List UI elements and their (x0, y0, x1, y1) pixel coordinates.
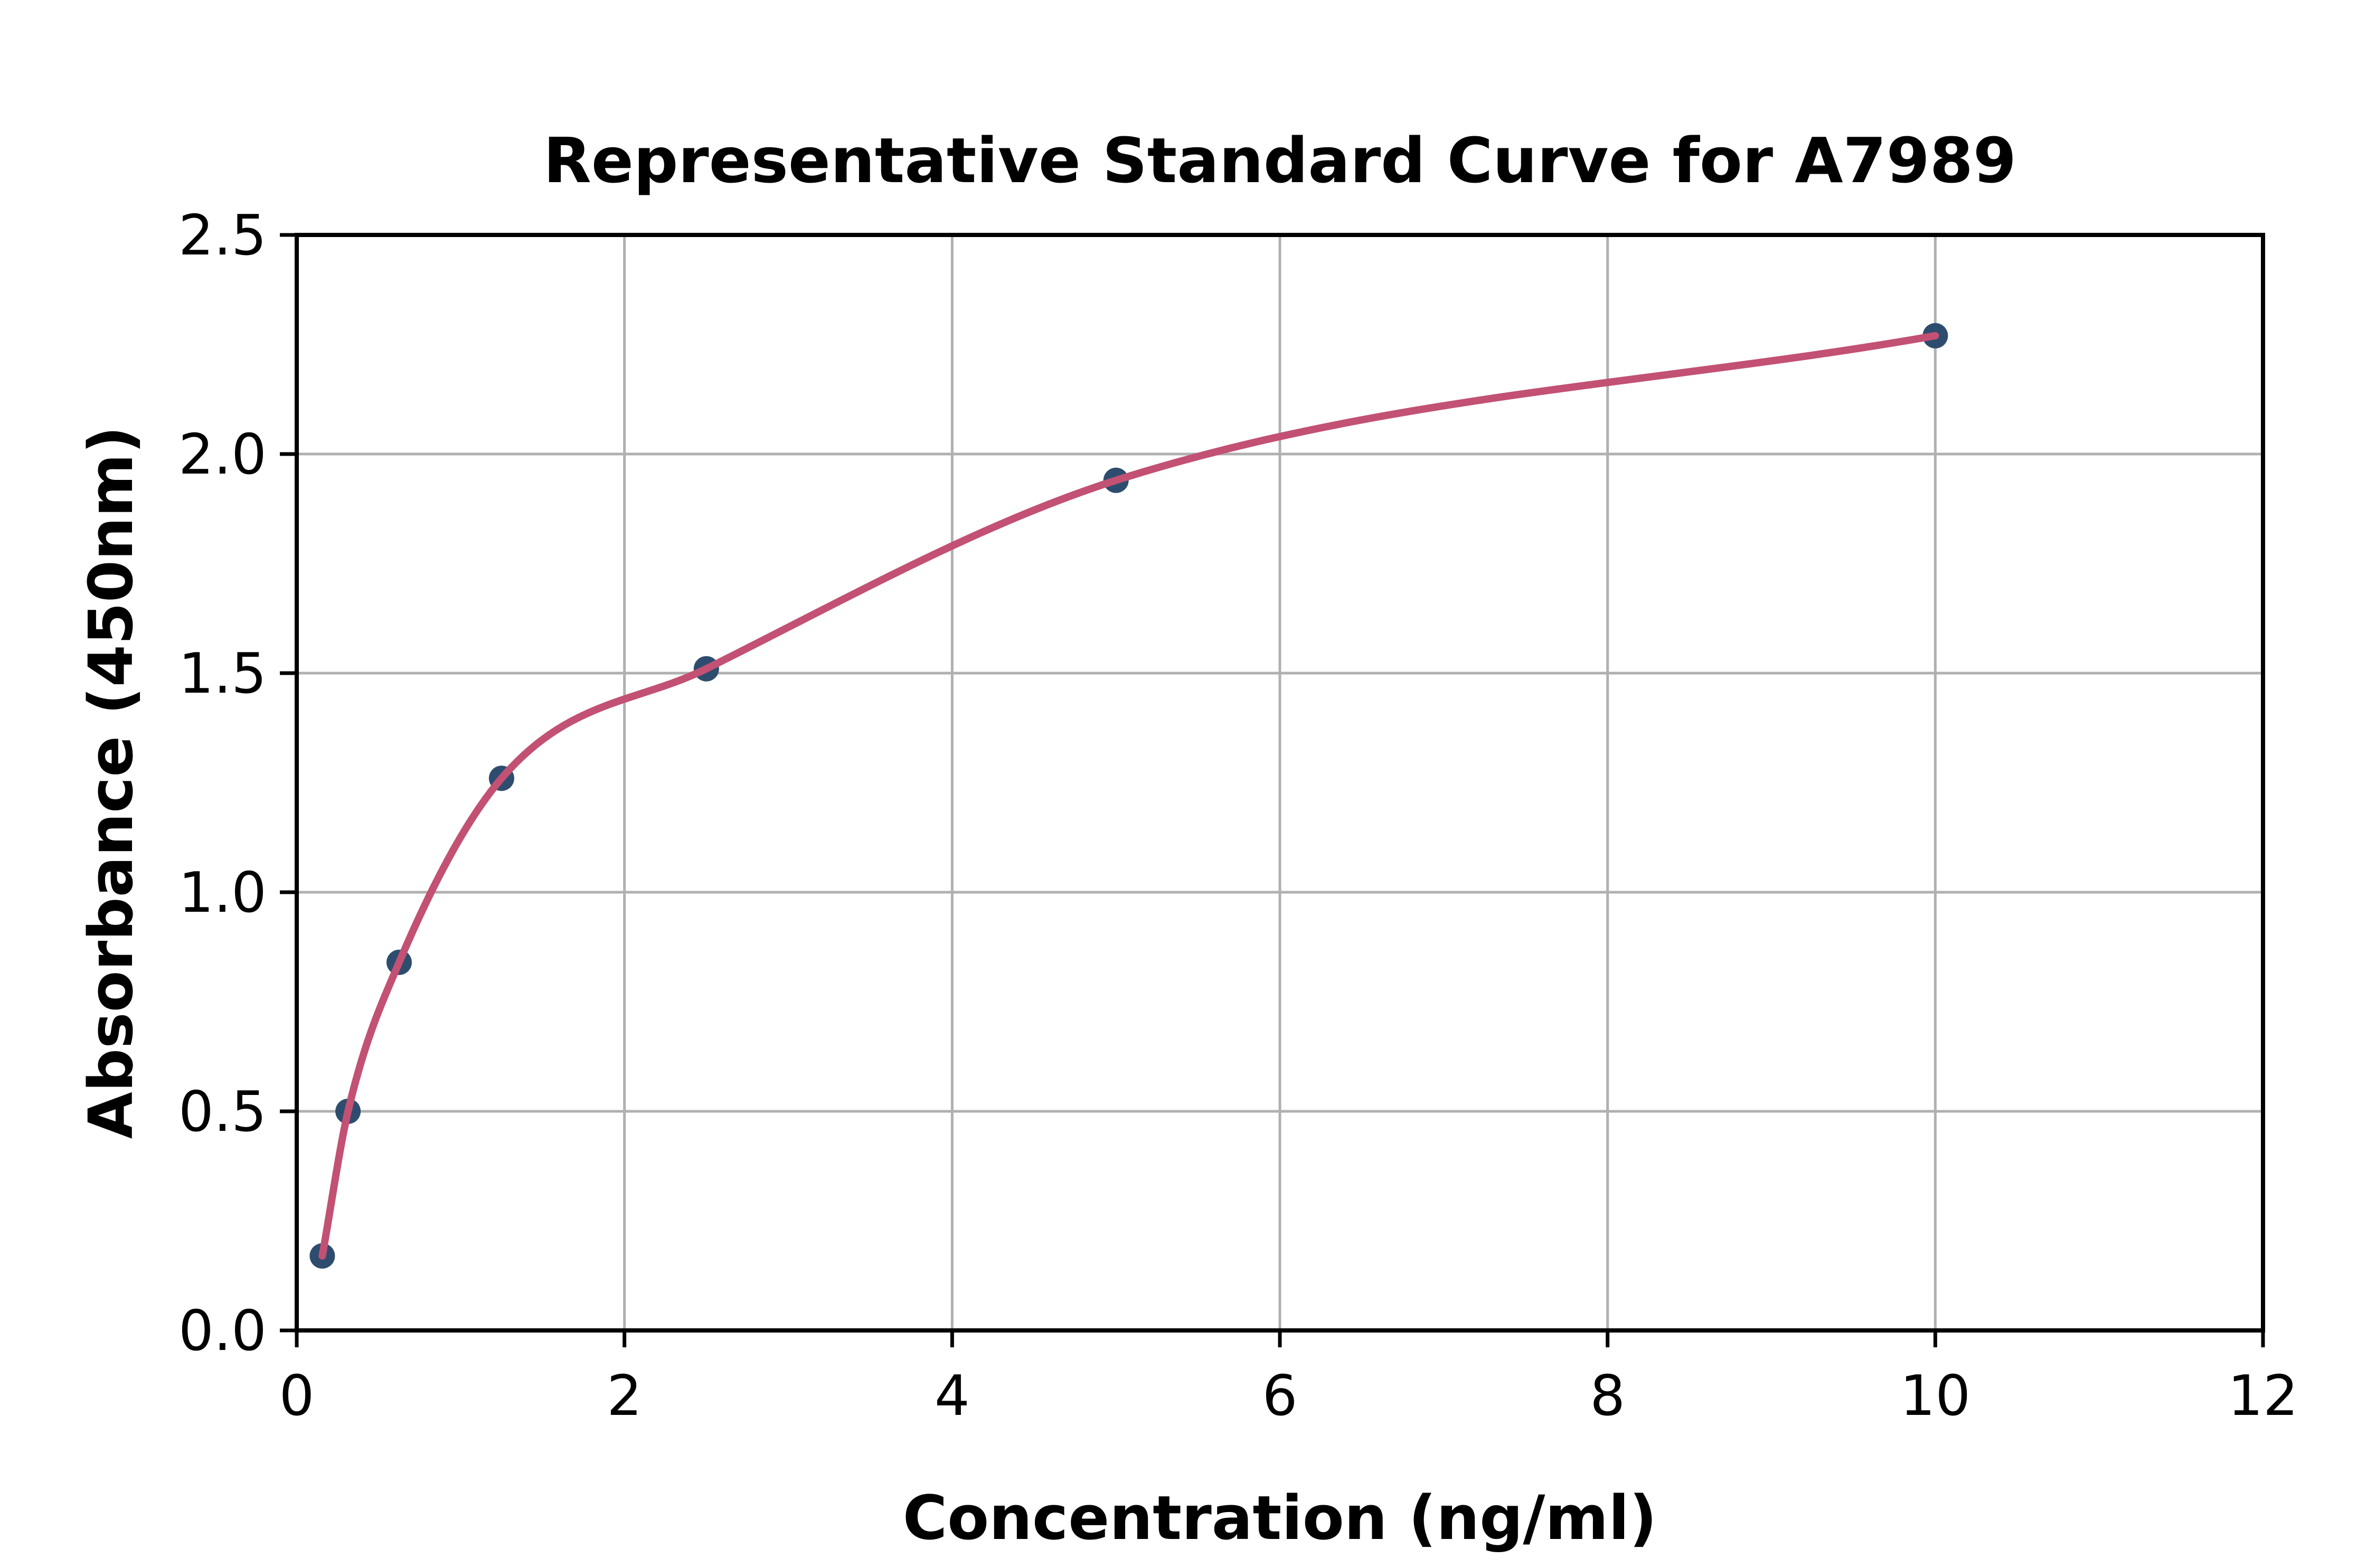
y-tick-label-0.0: 0.0 (178, 1299, 267, 1363)
x-tick-label-4: 4 (935, 1364, 970, 1428)
y-tick-label-2.5: 2.5 (178, 203, 267, 268)
y-tick-label-0.5: 0.5 (178, 1080, 267, 1144)
x-tick-label-12: 12 (2228, 1364, 2298, 1428)
x-tick-label-6: 6 (1262, 1364, 1298, 1428)
x-tick-label-0: 0 (279, 1364, 315, 1428)
tick-labels: 0 2 4 6 8 10 12 0.0 0.5 1.0 1.5 2.0 2.5 (178, 203, 2298, 1428)
chart-title: Representative Standard Curve for A7989 (543, 124, 2016, 197)
x-tick-label-10: 10 (1900, 1364, 1971, 1428)
axis-ticks (280, 233, 2265, 1347)
fit-curve (318, 332, 1939, 1260)
x-axis-label: Concentration (ng/ml) (903, 1483, 1657, 1554)
x-tick-label-2: 2 (607, 1364, 642, 1428)
y-tick-label-1.0: 1.0 (178, 861, 267, 925)
y-axis-label: Absorbance (450nm) (76, 426, 147, 1139)
series-layer (309, 323, 1948, 1269)
y-tick-label-1.5: 1.5 (178, 641, 267, 706)
x-tick-label-8: 8 (1590, 1364, 1625, 1428)
y-tick-label-2.0: 2.0 (178, 422, 267, 487)
